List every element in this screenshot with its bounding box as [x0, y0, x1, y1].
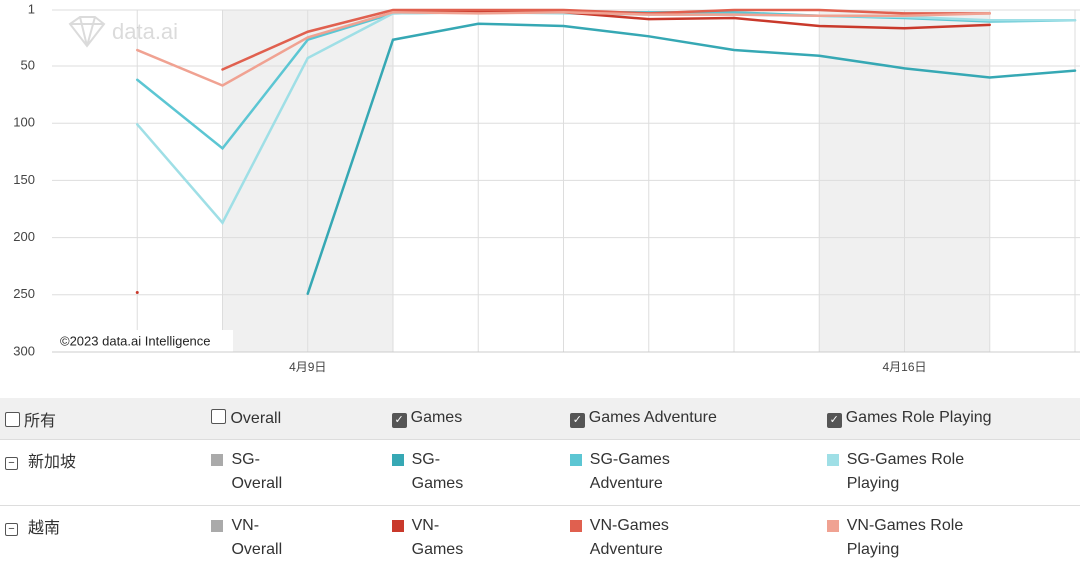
legend-name: VN-Games: [411, 517, 464, 558]
group-cell: − 新加坡: [0, 439, 212, 506]
legend-item[interactable]: VN-Overall: [211, 514, 391, 562]
legend-item[interactable]: VN-Games Role Playing: [826, 514, 1080, 562]
legend-name: SG-Games Adventure: [589, 451, 670, 492]
group-cell: − 越南: [0, 505, 212, 572]
checkbox[interactable]: ✓: [826, 413, 842, 428]
y-tick-label: 200: [13, 229, 35, 244]
filter-cell: 所有: [0, 398, 212, 440]
collapse-toggle[interactable]: −: [5, 457, 18, 470]
legend-item[interactable]: SG-Games Role Playing: [826, 448, 1080, 496]
collapse-toggle[interactable]: −: [5, 523, 18, 536]
checkbox[interactable]: ✓: [391, 413, 407, 428]
filter-label[interactable]: Overall: [230, 410, 282, 427]
legend-item[interactable]: VN-Games: [391, 514, 570, 562]
y-tick-label: 300: [13, 343, 35, 358]
y-tick-label: 1: [28, 1, 35, 16]
checkbox[interactable]: [211, 409, 227, 424]
filter-cell: Overall: [211, 398, 392, 440]
legend-name: VN-Overall: [231, 517, 283, 558]
x-tick-label: 4月9日: [289, 360, 326, 374]
y-tick-label: 100: [13, 115, 35, 130]
series-line: [221, 8, 991, 71]
filter-label[interactable]: Games Adventure: [588, 409, 717, 426]
filter-label[interactable]: Games: [410, 409, 463, 426]
legend-swatch: [211, 454, 224, 466]
legend-cell: SG-Games: [391, 439, 570, 506]
legend-item[interactable]: VN-Games Adventure: [569, 514, 827, 562]
legend-cell: VN-Games Adventure: [569, 505, 827, 572]
legend-name: VN-Games Role Playing: [846, 517, 964, 558]
group-label: 越南: [28, 520, 61, 537]
checkbox[interactable]: ✓: [569, 413, 585, 428]
filter-cell: ✓ Games Role Playing: [826, 398, 1080, 440]
legend-item[interactable]: SG-Games: [391, 448, 570, 496]
legend-item[interactable]: SG-Games Adventure: [569, 448, 827, 496]
credit-box: [55, 330, 233, 352]
legend-swatch: [211, 520, 224, 532]
legend-swatch: [826, 520, 839, 532]
x-tick-label: 4月16日: [882, 360, 926, 374]
legend-cell: VN-Games: [391, 505, 570, 572]
legend-name: SG-Games Role Playing: [846, 451, 965, 492]
group-row: − 越南 VN-Overall VN-Games VN-Games Adventure V…: [0, 505, 1080, 572]
filter-label[interactable]: Games Role Playing: [845, 409, 992, 426]
y-tick-label: 150: [13, 172, 35, 187]
legend-name: VN-Games Adventure: [589, 517, 669, 558]
legend-swatch: [569, 454, 582, 466]
legend-name: SG-Games: [411, 451, 464, 492]
y-tick-label: 250: [13, 286, 35, 301]
filter-cell: ✓ Games Adventure: [569, 398, 827, 440]
legend-swatch: [826, 454, 839, 466]
legend-cell: SG-Games Role Playing: [826, 439, 1080, 506]
legend-swatch: [391, 454, 404, 466]
legend-cell: SG-Games Adventure: [569, 439, 827, 506]
legend-name: SG-Overall: [231, 451, 283, 492]
series-point: [135, 291, 139, 295]
series-line: [306, 22, 1077, 295]
legend-swatch: [569, 520, 582, 532]
group-row: − 新加坡 SG-Overall SG-Games SG-Games Adventure…: [0, 439, 1080, 506]
legend-item[interactable]: SG-Overall: [211, 448, 391, 496]
group-label: 新加坡: [28, 454, 77, 471]
filter-label[interactable]: 所有: [24, 412, 57, 430]
filter-row: 所有 Overall ✓ Games ✓ Games Adventure ✓ Games Ro…: [0, 398, 1080, 440]
filter-cell: ✓ Games: [391, 398, 570, 440]
legend-cell: SG-Overall: [211, 439, 392, 506]
watermark-text: data.ai: [112, 19, 178, 44]
series-line: [136, 11, 991, 87]
credit: ©2023 data.ai Intelligence: [60, 333, 211, 348]
legend-table: 所有 Overall ✓ Games ✓ Games Adventure ✓ Games Ro…: [0, 398, 1080, 572]
legend-cell: VN-Overall: [211, 505, 392, 572]
legend-swatch: [391, 520, 404, 532]
legend-cell: VN-Games Role Playing: [826, 505, 1080, 572]
watermark: data.ai: [68, 16, 178, 48]
checkbox[interactable]: [5, 411, 20, 427]
y-tick-label: 50: [21, 57, 35, 72]
